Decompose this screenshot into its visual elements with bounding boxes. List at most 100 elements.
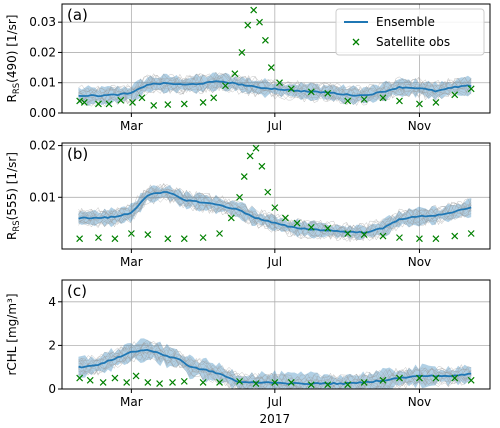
satellite-obs-marker (76, 235, 84, 243)
y-axis-label: RRS(555) [1/sr] (5, 152, 22, 240)
x-tick-label: Jul (267, 395, 282, 409)
satellite-obs-marker (258, 162, 266, 170)
ensemble-member-line (78, 73, 472, 104)
panel-0: Mar Jul Nov 0.00 0.01 0.02 0.03 RRS(490) [1/sr]… (5, 3, 491, 133)
satellite-obs-marker (467, 230, 475, 237)
ensemble-member-line (78, 339, 472, 389)
satellite-obs-marker (80, 98, 88, 106)
satellite-obs-marker (95, 100, 102, 108)
satellite-obs-marker (324, 224, 332, 232)
legend-marker-swatch (352, 38, 360, 46)
satellite-obs-marker (150, 102, 158, 109)
y-tick-label: 0.02 (29, 45, 56, 59)
plot-area (76, 338, 475, 389)
satellite-obs-marker (360, 379, 368, 386)
satellite-obs-marker (307, 88, 315, 96)
satellite-obs-marker (244, 21, 252, 29)
panel-1: Mar Jul Nov 0.01 0.02 RRS(555) [1/sr] (b) (5, 139, 491, 269)
satellite-obs-marker (281, 214, 289, 222)
satellite-obs-marker (180, 235, 188, 243)
satellite-obs-marker (144, 379, 152, 386)
satellite-obs-marker (240, 173, 248, 181)
satellite-obs-marker (252, 144, 260, 152)
satellite-obs-marker (451, 232, 459, 240)
satellite-obs-marker (156, 380, 164, 387)
satellite-obs-marker (467, 376, 475, 384)
satellite-obs-marker (199, 98, 207, 106)
axes-frame (61, 279, 491, 390)
y-axis-label: RRS(490) [1/sr] (5, 15, 22, 103)
satellite-obs-marker (451, 374, 459, 382)
satellite-obs-marker (105, 100, 113, 108)
satellite-obs-marker (271, 204, 279, 212)
satellite-obs-marker (111, 374, 119, 382)
satellite-obs-marker (432, 235, 440, 243)
satellite-obs-marker (360, 231, 368, 238)
panel-label: (c) (67, 282, 87, 300)
ensemble-member-line (78, 341, 472, 389)
ensemble-member-line (78, 341, 472, 389)
satellite-obs-marker (264, 188, 272, 196)
satellite-obs-marker (246, 152, 254, 160)
satellite-obs-marker (216, 379, 223, 386)
satellite-obs-marker (432, 98, 440, 106)
satellite-obs-marker (287, 379, 295, 386)
satellite-obs-marker (164, 101, 172, 108)
satellite-obs-marker (95, 234, 102, 242)
satellite-obs-marker (144, 231, 152, 238)
legend-box (335, 8, 485, 56)
satellite-obs-marker (129, 98, 136, 106)
satellite-obs-marker (180, 100, 188, 108)
satellite-obs-marker (222, 82, 229, 90)
satellite-obs-marker (76, 374, 84, 382)
ensemble-member-line (78, 343, 472, 389)
satellite-obs-marker (250, 6, 258, 14)
satellite-obs-marker (287, 85, 295, 93)
satellite-obs-marker (210, 94, 218, 102)
satellite-obs-marker (180, 377, 188, 385)
satellite-obs-marker (164, 235, 172, 243)
satellite-obs-marker (216, 230, 223, 237)
satellite-obs-marker (344, 97, 352, 105)
ensemble-mean-line (78, 191, 472, 234)
satellite-obs-marker (227, 214, 235, 222)
satellite-obs-marker (231, 70, 239, 78)
satellite-obs-marker (111, 235, 119, 243)
plot-area (76, 6, 475, 109)
x-axis-label: 2017 (260, 412, 291, 426)
satellite-obs-marker (169, 379, 176, 386)
legend-label-satellite-obs: Satellite obs (376, 35, 450, 49)
satellite-obs-marker (123, 379, 131, 386)
satellite-obs-marker (396, 234, 403, 242)
panel-label: (a) (67, 6, 88, 24)
satellite-obs-marker (307, 223, 315, 231)
x-tick-label: Mar (120, 119, 143, 133)
ensemble-member-line (78, 342, 472, 389)
satellite-obs-marker (127, 230, 135, 237)
satellite-obs-marker (138, 94, 146, 102)
satellite-obs-marker (256, 18, 263, 26)
ensemble-member-line (78, 187, 472, 238)
satellite-obs-marker (236, 377, 243, 385)
y-tick-label: 0.03 (29, 15, 56, 29)
satellite-obs-marker (344, 230, 352, 237)
x-tick-label: Mar (120, 395, 143, 409)
ensemble-member-line (78, 73, 472, 106)
ensemble-member-line (78, 72, 472, 106)
satellite-obs-marker (324, 381, 332, 389)
y-tick-label: 0.01 (29, 190, 56, 204)
satellite-obs-marker (396, 97, 403, 105)
satellite-obs-marker (252, 380, 260, 387)
panel-2: Mar Jul Nov 0 2 4 rCHL [mg/m³] (c) 2017 (5, 279, 491, 426)
satellite-obs-marker (396, 374, 403, 382)
satellite-obs-marker (86, 376, 94, 384)
y-tick-label: 0.00 (29, 106, 56, 120)
satellite-obs-marker (344, 381, 352, 389)
legend-label-ensemble: Ensemble (376, 15, 435, 29)
satellite-obs-marker (199, 379, 207, 386)
satellite-obs-marker (451, 91, 459, 99)
ensemble-member-line (78, 189, 472, 240)
satellite-obs-marker (199, 234, 207, 242)
satellite-obs-marker (271, 379, 279, 386)
